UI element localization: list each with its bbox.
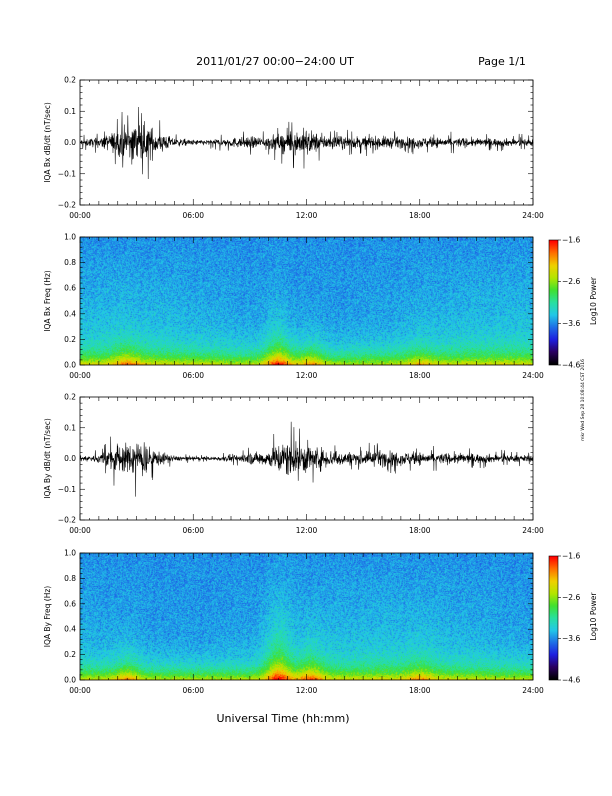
y-tick-label: 0.0 (64, 361, 76, 370)
x-tick-label: 12:00 (296, 526, 318, 535)
trace-series (79, 421, 534, 497)
side-stamp: mkr Wed Sep 28 10:08:44 CST 2016 (580, 359, 586, 441)
colorbar-tick-label: −2.6 (562, 277, 580, 286)
y-tick-label: 0.4 (64, 309, 76, 318)
x-tick-label: 12:00 (296, 371, 318, 380)
x-tick-label: 06:00 (182, 211, 204, 220)
x-tick-label: 12:00 (296, 211, 318, 220)
x-tick-label: 06:00 (182, 686, 204, 695)
x-tick-label: 24:00 (522, 686, 544, 695)
colorbar-frame (548, 239, 559, 366)
y-tick-label: 0.1 (64, 423, 76, 432)
colorbar-tick-label: −3.6 (562, 634, 580, 643)
x-tick-label: 00:00 (69, 686, 91, 695)
y-tick-label: −0.1 (58, 485, 76, 494)
y-tick-label: 0.8 (64, 258, 76, 267)
y-axis-title: IQA By dB/dt (nT/sec) (43, 418, 52, 499)
colorbar-tick-label: −4.6 (562, 361, 580, 370)
y-tick-label: 0.0 (64, 138, 76, 147)
x-tick-label: 18:00 (409, 526, 431, 535)
y-tick-label: 1.0 (64, 549, 76, 558)
x-axis-title: Universal Time (hh:mm) (217, 712, 350, 725)
bx-spectrogram-panel: 00:00 06:00 12:00 18:00 24:00 0.0 0.2 0.4 0.6 0.8… (43, 233, 598, 381)
y-tick-label: −0.1 (58, 169, 76, 178)
spectrogram-image (80, 237, 533, 365)
colorbar-tick-label: −1.6 (562, 236, 580, 245)
spectrogram-image (80, 553, 533, 680)
colorbar-frame (548, 555, 559, 681)
y-tick-label: 0.0 (64, 454, 76, 463)
y-axis-title: IQA Bx dB/dt (nT/sec) (43, 102, 52, 183)
by-spectrogram-panel: 00:00 06:00 12:00 18:00 24:00 0.0 0.2 0.4 0.6 0.8… (43, 549, 598, 696)
by-dbdt-panel: 00:00 06:00 12:00 18:00 24:00 −0.2 −0.1 0.0 0.1 0… (43, 393, 544, 536)
colorbar (549, 240, 558, 365)
x-tick-label: 12:00 (296, 686, 318, 695)
x-tick-label: 18:00 (409, 371, 431, 380)
y-tick-label: 0.4 (64, 625, 76, 634)
colorbar-tick-label: −3.6 (562, 319, 580, 328)
y-axis-title: IQA By Freq (Hz) (43, 586, 52, 648)
bx-dbdt-panel: 00:00 06:00 12:00 18:00 24:00 −0.2 −0.1 0.0 0.1 0… (43, 76, 544, 221)
y-tick-label: 0.0 (64, 676, 76, 685)
y-tick-label: 1.0 (64, 233, 76, 242)
y-tick-label: 0.1 (64, 107, 76, 116)
y-tick-label: 0.2 (64, 650, 76, 659)
x-tick-label: 24:00 (522, 211, 544, 220)
colorbar-tick-label: −1.6 (562, 552, 580, 561)
colorbar-title: Log10 Power (589, 276, 598, 325)
x-tick-label: 00:00 (69, 526, 91, 535)
x-tick-label: 18:00 (409, 211, 431, 220)
y-tick-label: 0.2 (64, 76, 76, 85)
y-tick-label: 0.6 (64, 284, 76, 293)
y-tick-label: −0.2 (58, 516, 76, 525)
x-tick-label: 18:00 (409, 686, 431, 695)
x-tick-label: 00:00 (69, 371, 91, 380)
y-tick-label: 0.2 (64, 393, 76, 402)
trace-series (79, 106, 534, 180)
y-tick-label: 0.6 (64, 599, 76, 608)
x-tick-label: 06:00 (182, 526, 204, 535)
y-tick-label: 0.2 (64, 335, 76, 344)
colorbar-title: Log10 Power (589, 592, 598, 641)
x-tick-label: 24:00 (522, 526, 544, 535)
y-tick-label: 0.8 (64, 574, 76, 583)
y-axis-title: IQA Bx Freq (Hz) (43, 270, 52, 332)
colorbar-tick-label: −4.6 (562, 676, 580, 685)
page-indicator: Page 1/1 (478, 55, 526, 68)
colorbar-tick-label: −2.6 (562, 593, 580, 602)
y-tick-label: −0.2 (58, 201, 76, 210)
x-tick-label: 00:00 (69, 211, 91, 220)
x-tick-label: 24:00 (522, 371, 544, 380)
colorbar (549, 556, 558, 680)
report-title: 2011/01/27 00:00−24:00 UT (196, 55, 354, 68)
x-tick-label: 06:00 (182, 371, 204, 380)
